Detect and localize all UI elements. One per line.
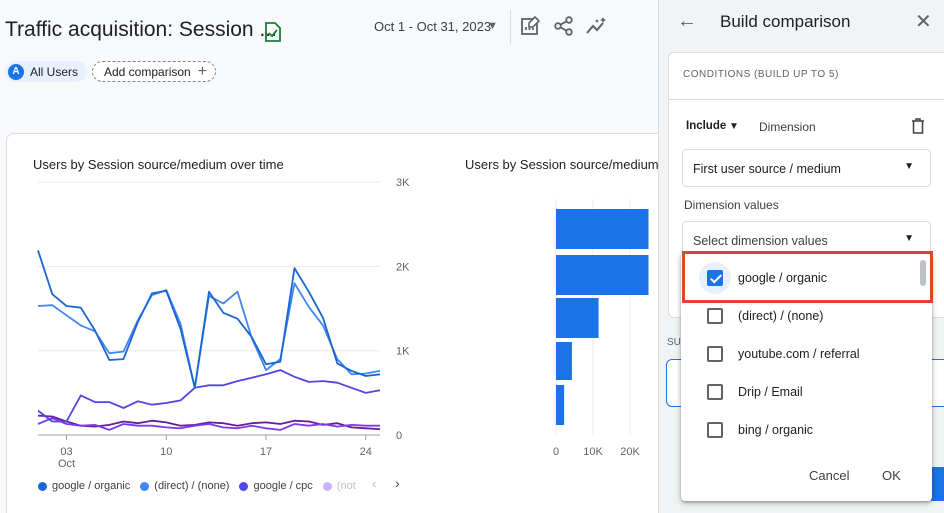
option-label: Drip / Email	[738, 385, 803, 399]
option-label: youtube.com / referral	[738, 347, 860, 361]
legend-label: google / organic	[52, 480, 131, 492]
option-label: google / organic	[738, 271, 827, 285]
legend-swatch	[239, 481, 249, 491]
y-tick-label: 0	[396, 430, 402, 442]
x-tick-label: 0	[553, 446, 559, 458]
bar-chart: 0 10K 20K	[553, 199, 649, 458]
toolbar-divider	[510, 10, 511, 44]
checkbox-checked-icon[interactable]	[707, 270, 723, 286]
bar	[556, 298, 599, 338]
legend-label: (direct) / (none)	[154, 480, 230, 492]
line-chart-title: Users by Session source/medium over time	[33, 157, 284, 172]
legend-swatch	[38, 481, 47, 491]
dropdown-option[interactable]: google / organic	[681, 260, 921, 296]
include-dropdown[interactable]: Include	[686, 120, 727, 132]
x-tick-label: 17	[260, 446, 272, 458]
series-line	[37, 417, 380, 431]
checkbox-icon[interactable]	[707, 422, 723, 438]
avatar: A	[8, 63, 24, 80]
legend-swatch	[322, 481, 332, 491]
legend-item[interactable]: (not	[322, 480, 356, 492]
report-area: Traffic acquisition: Session ... Oct 1 -…	[5, 10, 658, 513]
dimension-select[interactable]: First user source / medium ▼	[682, 149, 931, 187]
ok-button[interactable]: OK	[882, 468, 901, 483]
dropdown-option[interactable]: Drip / Email	[681, 374, 921, 410]
panel-title: Build comparison	[720, 12, 851, 31]
bar	[556, 255, 649, 295]
report-status-icon[interactable]	[264, 22, 282, 42]
date-range-picker[interactable]: Oct 1 - Oct 31, 2023	[374, 19, 492, 34]
bar	[556, 342, 572, 380]
customize-report-icon[interactable]	[520, 15, 542, 37]
series-line	[37, 414, 381, 430]
share-icon[interactable]	[553, 15, 575, 37]
series-line	[37, 369, 381, 423]
checkbox-icon[interactable]	[707, 384, 723, 400]
legend-label: google / cpc	[253, 480, 313, 492]
close-icon[interactable]: ✕	[915, 11, 932, 33]
bar	[556, 385, 565, 425]
chevron-left-icon[interactable]: ‹	[372, 476, 377, 491]
chevron-down-icon[interactable]: ▼	[487, 20, 498, 32]
dimension-select-value: First user source / medium	[693, 162, 841, 176]
legend-swatch	[140, 481, 150, 491]
dropdown-option[interactable]: (direct) / (none)	[681, 298, 921, 334]
chevron-down-icon: ▼	[904, 233, 914, 244]
conditions-header: CONDITIONS (BUILD UP TO 5)	[683, 69, 839, 80]
checkbox-icon[interactable]	[707, 346, 723, 362]
dimension-label: Dimension	[759, 120, 816, 134]
x-tick-label: 24	[360, 446, 372, 458]
divider	[668, 99, 944, 100]
all-users-chip[interactable]: A All Users	[5, 61, 88, 82]
chart-card	[6, 133, 658, 513]
bar	[556, 209, 649, 249]
checkbox-icon[interactable]	[707, 308, 723, 324]
x-tick-sublabel: Oct	[58, 458, 75, 470]
cancel-button[interactable]: Cancel	[809, 468, 850, 483]
dimension-values-dropdown: google / organic (direct) / (none) youtu…	[681, 252, 932, 501]
section-label: SU	[667, 337, 681, 348]
chevron-down-icon: ▼	[904, 161, 914, 172]
x-tick-label: 03	[60, 446, 72, 458]
bar-chart-title: Users by Session source/medium	[465, 157, 658, 172]
add-comparison-button[interactable]: Add comparison +	[92, 61, 217, 82]
y-tick-label: 3K	[396, 177, 410, 189]
chevron-down-icon[interactable]: ▼	[729, 121, 739, 132]
y-tick-label: 2K	[396, 261, 410, 273]
legend-item[interactable]: google / cpc	[239, 480, 313, 492]
legend-item[interactable]: google / organic	[38, 480, 130, 492]
all-users-label: All Users	[30, 64, 79, 79]
dimension-values-placeholder: Select dimension values	[693, 234, 828, 248]
chart-legend: google / organic (direct) / (none) googl…	[38, 480, 356, 492]
series-line	[37, 250, 381, 389]
insights-icon[interactable]	[586, 15, 608, 37]
apply-button[interactable]	[929, 467, 944, 501]
legend-label: (not	[336, 480, 356, 492]
legend-item[interactable]: (direct) / (none)	[140, 480, 229, 492]
option-label: (direct) / (none)	[738, 309, 824, 323]
option-label: bing / organic	[738, 423, 814, 437]
x-tick-label: 20K	[620, 446, 640, 458]
back-arrow-icon[interactable]: ←	[677, 10, 697, 32]
dropdown-option[interactable]: bing / organic	[681, 412, 921, 448]
dropdown-option[interactable]: youtube.com / referral	[681, 336, 921, 372]
x-tick-label: 10	[160, 446, 172, 458]
x-tick-label: 10K	[583, 446, 603, 458]
delete-icon[interactable]	[911, 118, 925, 134]
chevron-right-icon[interactable]: ›	[395, 475, 400, 491]
dropdown-scrollbar[interactable]	[920, 260, 926, 286]
plus-icon: +	[197, 62, 208, 80]
y-tick-label: 1K	[396, 346, 410, 358]
dimension-values-label: Dimension values	[684, 198, 779, 212]
add-comparison-label: Add comparison	[104, 64, 191, 79]
page-title: Traffic acquisition: Session ...	[5, 18, 277, 41]
